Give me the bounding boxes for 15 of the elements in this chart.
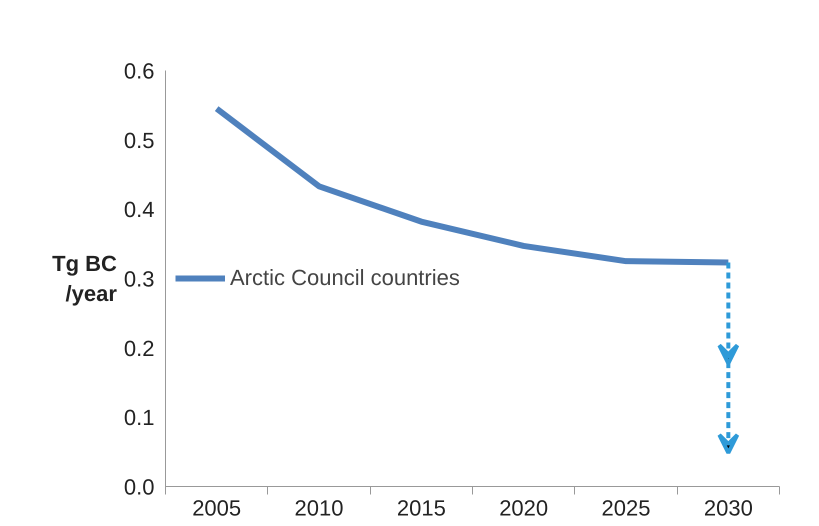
y-tick-label: 0.3 — [124, 266, 155, 292]
x-tick-label: 2015 — [396, 496, 446, 520]
x-tick-label: 2020 — [499, 496, 548, 520]
y-tick-label: 0.4 — [124, 197, 155, 222]
text: 0.0 — [124, 474, 155, 500]
y-tick-label: 0.6 — [124, 58, 155, 84]
y-tick-label: 0.1 — [124, 405, 155, 430]
x-tick-label: 2005 — [192, 496, 242, 520]
x-tick-label: 2030 — [704, 496, 753, 520]
x-tick-label: 2010 — [294, 496, 344, 520]
y-tick-label: 0.5 — [124, 128, 155, 153]
y-tick-label: 0.2 — [124, 336, 155, 361]
x-tick-label: 2025 — [602, 496, 650, 520]
legend-label: Arctic Council countries — [230, 265, 460, 291]
y-axis-title: Tg BC /year — [52, 251, 118, 306]
